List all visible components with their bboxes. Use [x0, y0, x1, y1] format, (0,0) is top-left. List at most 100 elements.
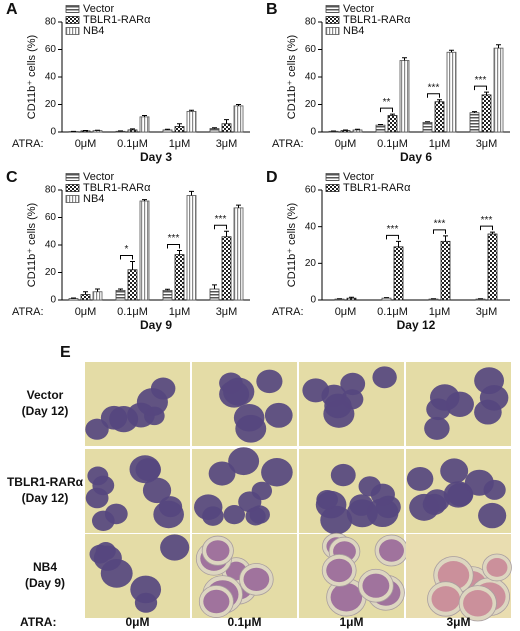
cell	[486, 558, 508, 577]
x-tick-label: 0μM	[75, 138, 97, 150]
error-bar	[71, 297, 76, 299]
micrograph	[299, 532, 409, 618]
bar	[209, 288, 220, 301]
bar-chart: A CD11b⁺ cells (%) 0 20 40 60 80 ATRA: Day 3 0μM 0…	[6, 1, 250, 164]
cell	[142, 477, 172, 504]
bar	[434, 101, 445, 133]
micrograph	[299, 449, 404, 535]
x-tick-label: 3μM	[216, 138, 238, 150]
significance-label: ***	[168, 233, 180, 244]
cell	[320, 505, 353, 535]
x-tick-label: 3μM	[216, 306, 238, 318]
cell	[223, 505, 245, 525]
cell	[464, 469, 494, 496]
significance-bracket	[427, 93, 440, 98]
micrograph	[85, 534, 190, 618]
bar	[221, 123, 232, 133]
significance-bracket	[480, 225, 493, 231]
cell	[203, 589, 230, 614]
error-bar	[224, 119, 229, 124]
bar	[162, 129, 173, 133]
cell	[330, 583, 363, 612]
cell	[372, 366, 397, 389]
row-label: NB4	[33, 560, 57, 574]
row-sublabel: (Day 12)	[22, 404, 69, 418]
bar	[469, 112, 480, 133]
legend-swatch	[65, 27, 80, 35]
bar	[68, 298, 79, 301]
bar	[92, 291, 103, 301]
significance-label: ***	[387, 224, 399, 235]
column-label: 1μM	[339, 615, 363, 629]
y-axis-title: CD11b⁺ cells (%)	[26, 35, 38, 119]
bar	[375, 124, 386, 133]
bar	[393, 246, 404, 301]
cell	[406, 467, 434, 491]
panel-label: A	[6, 1, 18, 18]
y-axis-title: CD11b⁺ cells (%)	[26, 203, 38, 287]
x-tick-label: 1μM	[169, 138, 191, 150]
bar	[127, 269, 138, 301]
row-label: Vector	[27, 388, 64, 402]
bar	[174, 254, 185, 301]
legend-label: TBLR1-RARα	[83, 182, 151, 194]
significance-bracket	[433, 229, 446, 234]
cell	[228, 447, 260, 476]
micrograph	[299, 362, 404, 446]
legend-swatch	[325, 184, 340, 192]
cell	[463, 590, 493, 617]
cell	[330, 463, 356, 487]
significance-label: ***	[215, 214, 227, 225]
error-bar	[224, 230, 229, 237]
bar	[139, 116, 150, 133]
error-bar	[402, 57, 407, 61]
legend-label: Vector	[343, 171, 375, 183]
cell	[85, 487, 109, 509]
y-tick-label: 60	[45, 212, 57, 223]
y-tick-label: 60	[305, 44, 317, 55]
error-bar	[165, 288, 170, 291]
cell	[251, 481, 273, 501]
bar	[186, 110, 197, 133]
cell	[100, 559, 133, 588]
cell	[104, 503, 128, 525]
bar	[174, 126, 185, 133]
micrograph	[192, 362, 297, 446]
bar-chart: B CD11b⁺ cells (%) 0 20 40 60 80 ATRA: Day 6 0μM 0…	[266, 1, 510, 164]
bar	[127, 129, 138, 133]
error-bar	[343, 129, 348, 131]
error-bar	[236, 204, 241, 208]
cell	[362, 573, 390, 598]
cell	[409, 493, 440, 521]
column-label: 0μM	[125, 615, 149, 629]
error-bar	[130, 128, 135, 130]
x-tick-label: 0.1μM	[377, 138, 408, 150]
cell	[316, 489, 338, 510]
x-tick-label: 0.1μM	[117, 138, 148, 150]
error-bar	[484, 91, 489, 95]
x-prefix: ATRA:	[12, 138, 44, 150]
x-tick-label: 1μM	[169, 306, 191, 318]
significance-label: ***	[475, 75, 487, 86]
error-bar	[355, 128, 360, 130]
cell	[358, 476, 381, 497]
significance-bracket	[380, 107, 393, 113]
y-axis-title: CD11b⁺ cells (%)	[286, 35, 298, 119]
cell	[326, 558, 353, 583]
x-tick-label: 3μM	[476, 138, 498, 150]
x-tick-label: 1μM	[429, 138, 451, 150]
bar	[115, 130, 126, 133]
legend-swatch	[65, 184, 80, 192]
y-tick-label: 40	[305, 221, 317, 232]
cell	[474, 367, 504, 395]
cell	[261, 458, 293, 487]
x-axis-title: Day 3	[140, 150, 172, 164]
cell	[158, 496, 183, 518]
bar	[233, 207, 244, 301]
legend-label: NB4	[343, 25, 364, 37]
cell	[160, 534, 190, 561]
error-bar	[189, 109, 194, 112]
bar	[422, 121, 433, 133]
legend-swatch	[65, 5, 80, 13]
